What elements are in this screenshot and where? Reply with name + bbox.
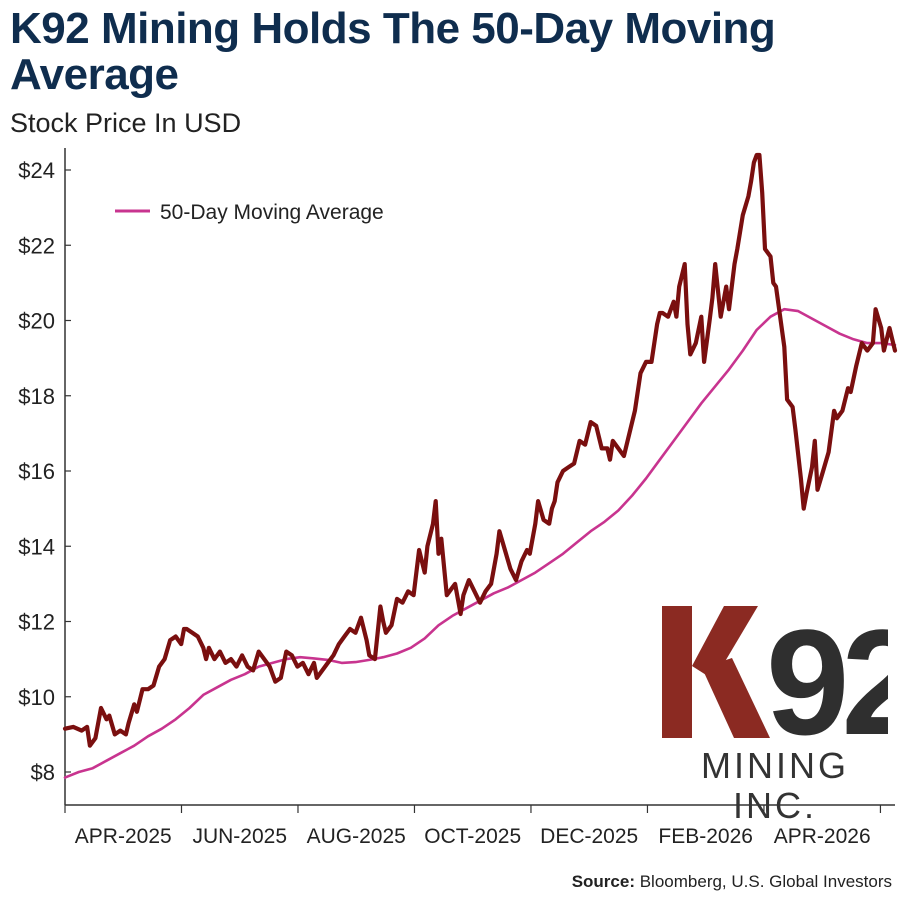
y-tick-label: $16 [18,459,55,484]
y-tick-label: $20 [18,309,55,334]
series-group [62,152,898,779]
series-line-stock-price [62,152,898,748]
y-tick-label: $8 [31,760,55,785]
logo-subtitle: MINING INC. [701,745,849,826]
chart-title: K92 Mining Holds The 50-Day Moving Avera… [10,4,776,99]
y-axis-ticks: $8 $10 $12 $14 $16 $18 $20 $22 $24 [18,158,71,785]
x-tick-label: JUN-2025 [192,825,287,848]
chart-subtitle: Stock Price In USD [10,108,242,138]
source-text: Bloomberg, U.S. Global Investors [639,872,892,891]
y-tick-label: $24 [18,158,55,183]
x-axis-ticks: APR-2025 JUN-2025 AUG-2025 OCT-2025 DEC-2025… [64,805,882,848]
x-tick-label: APR-2025 [75,825,172,848]
k92-logo-mark: 92 [662,606,888,738]
x-tick-label: DEC-2025 [540,825,638,848]
source-label: Source: [571,872,635,891]
y-tick-label: $18 [18,384,55,409]
y-tick-label: $22 [18,233,55,258]
logo-text-92: 92 [766,606,888,738]
x-tick-label: APR-2026 [774,825,871,848]
source-note: Source: Bloomberg, U.S. Global Investors [572,872,892,892]
x-tick-label: OCT-2025 [424,825,521,848]
y-tick-label: $12 [18,610,55,635]
legend-label-ma: 50-Day Moving Average [160,201,384,224]
logo-letter-k [662,606,770,738]
k92-logo: 92 MINING INC. [662,606,888,826]
y-tick-label: $10 [18,685,55,710]
legend: 50-Day Moving Average [115,201,384,224]
axes [64,148,895,806]
x-tick-label: AUG-2025 [307,825,406,848]
y-tick-label: $14 [18,534,55,559]
x-tick-label: FEB-2026 [658,825,753,848]
